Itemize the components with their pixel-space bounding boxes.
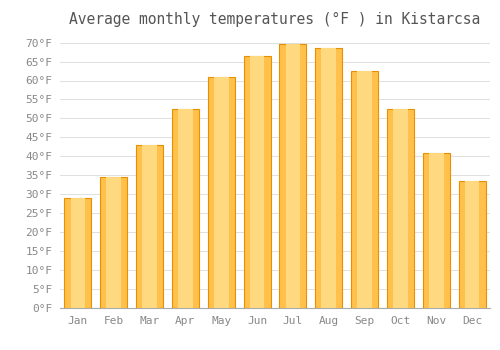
Bar — [316, 48, 342, 308]
Bar — [100, 177, 127, 308]
Bar — [64, 198, 92, 308]
Bar — [280, 44, 306, 308]
Bar — [387, 109, 414, 308]
Bar — [214, 77, 228, 308]
Bar — [286, 44, 300, 308]
Bar — [142, 145, 157, 308]
Bar — [464, 181, 479, 308]
Bar — [178, 109, 193, 308]
Bar — [250, 56, 264, 308]
Bar — [393, 109, 408, 308]
Bar — [458, 181, 485, 308]
Bar — [70, 198, 86, 308]
Bar — [429, 153, 444, 308]
Bar — [244, 56, 270, 308]
Title: Average monthly temperatures (°F ) in Kistarcsa: Average monthly temperatures (°F ) in Ki… — [70, 12, 480, 27]
Bar — [351, 71, 378, 308]
Bar — [136, 145, 163, 308]
Bar — [208, 77, 234, 308]
Bar — [423, 153, 450, 308]
Bar — [322, 48, 336, 308]
Bar — [357, 71, 372, 308]
Bar — [172, 109, 199, 308]
Bar — [106, 177, 121, 308]
